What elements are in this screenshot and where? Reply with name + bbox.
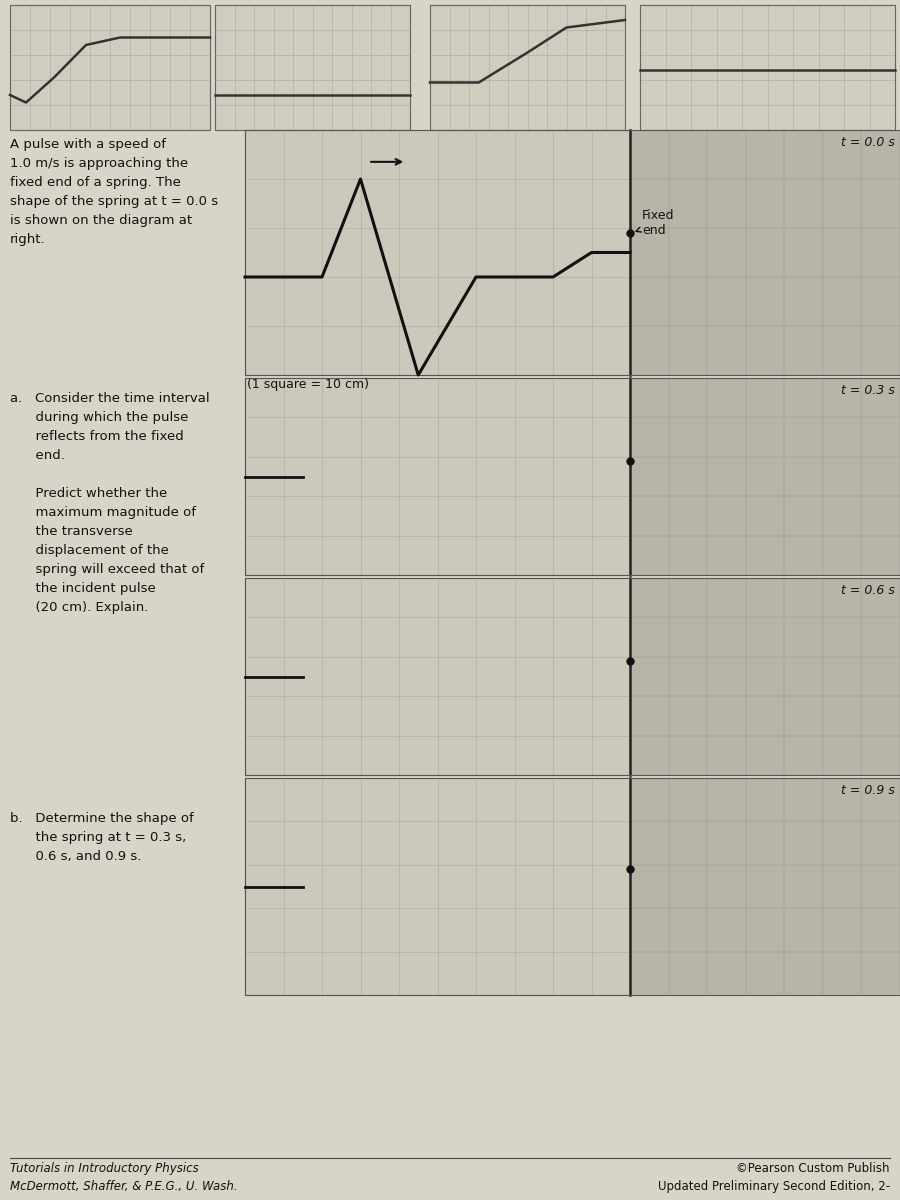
Bar — [245, 578, 900, 775]
Bar — [245, 778, 900, 995]
Text: A pulse with a speed of
1.0 m/s is approaching the
fixed end of a spring. The
sh: A pulse with a speed of 1.0 m/s is appro… — [10, 138, 218, 246]
Bar — [640, 5, 895, 130]
Text: t = 0.9 s: t = 0.9 s — [842, 784, 895, 797]
Bar — [215, 5, 410, 130]
Text: Fixed
end: Fixed end — [636, 209, 674, 238]
Bar — [630, 778, 900, 995]
Bar — [10, 5, 210, 130]
Bar — [215, 5, 410, 130]
Bar — [430, 5, 625, 130]
Text: t = 0.6 s: t = 0.6 s — [842, 584, 895, 596]
Bar — [630, 578, 900, 775]
Bar — [245, 378, 630, 575]
Bar — [245, 578, 630, 775]
Bar — [430, 5, 625, 130]
Bar — [245, 778, 630, 995]
Bar — [10, 5, 210, 130]
Bar — [245, 130, 630, 374]
Text: (1 square = 10 cm): (1 square = 10 cm) — [247, 378, 369, 391]
Bar — [245, 130, 900, 374]
Text: b.   Determine the shape of
      the spring at t = 0.3 s,
      0.6 s, and 0.9 : b. Determine the shape of the spring at … — [10, 812, 194, 863]
Text: t = 0.3 s: t = 0.3 s — [842, 384, 895, 397]
Text: Tutorials in Introductory Physics
McDermott, Shaffer, & P.E.G., U. Wash.: Tutorials in Introductory Physics McDerm… — [10, 1162, 238, 1193]
Text: t = 0.0 s: t = 0.0 s — [842, 136, 895, 149]
Bar — [245, 378, 900, 575]
Text: a.   Consider the time interval
      during which the pulse
      reflects from: a. Consider the time interval during whi… — [10, 392, 210, 614]
Text: ©Pearson Custom Publish
Updated Preliminary Second Edition, 2-: ©Pearson Custom Publish Updated Prelimin… — [658, 1162, 890, 1193]
Bar — [630, 130, 900, 374]
Bar — [640, 5, 895, 130]
Bar — [630, 378, 900, 575]
